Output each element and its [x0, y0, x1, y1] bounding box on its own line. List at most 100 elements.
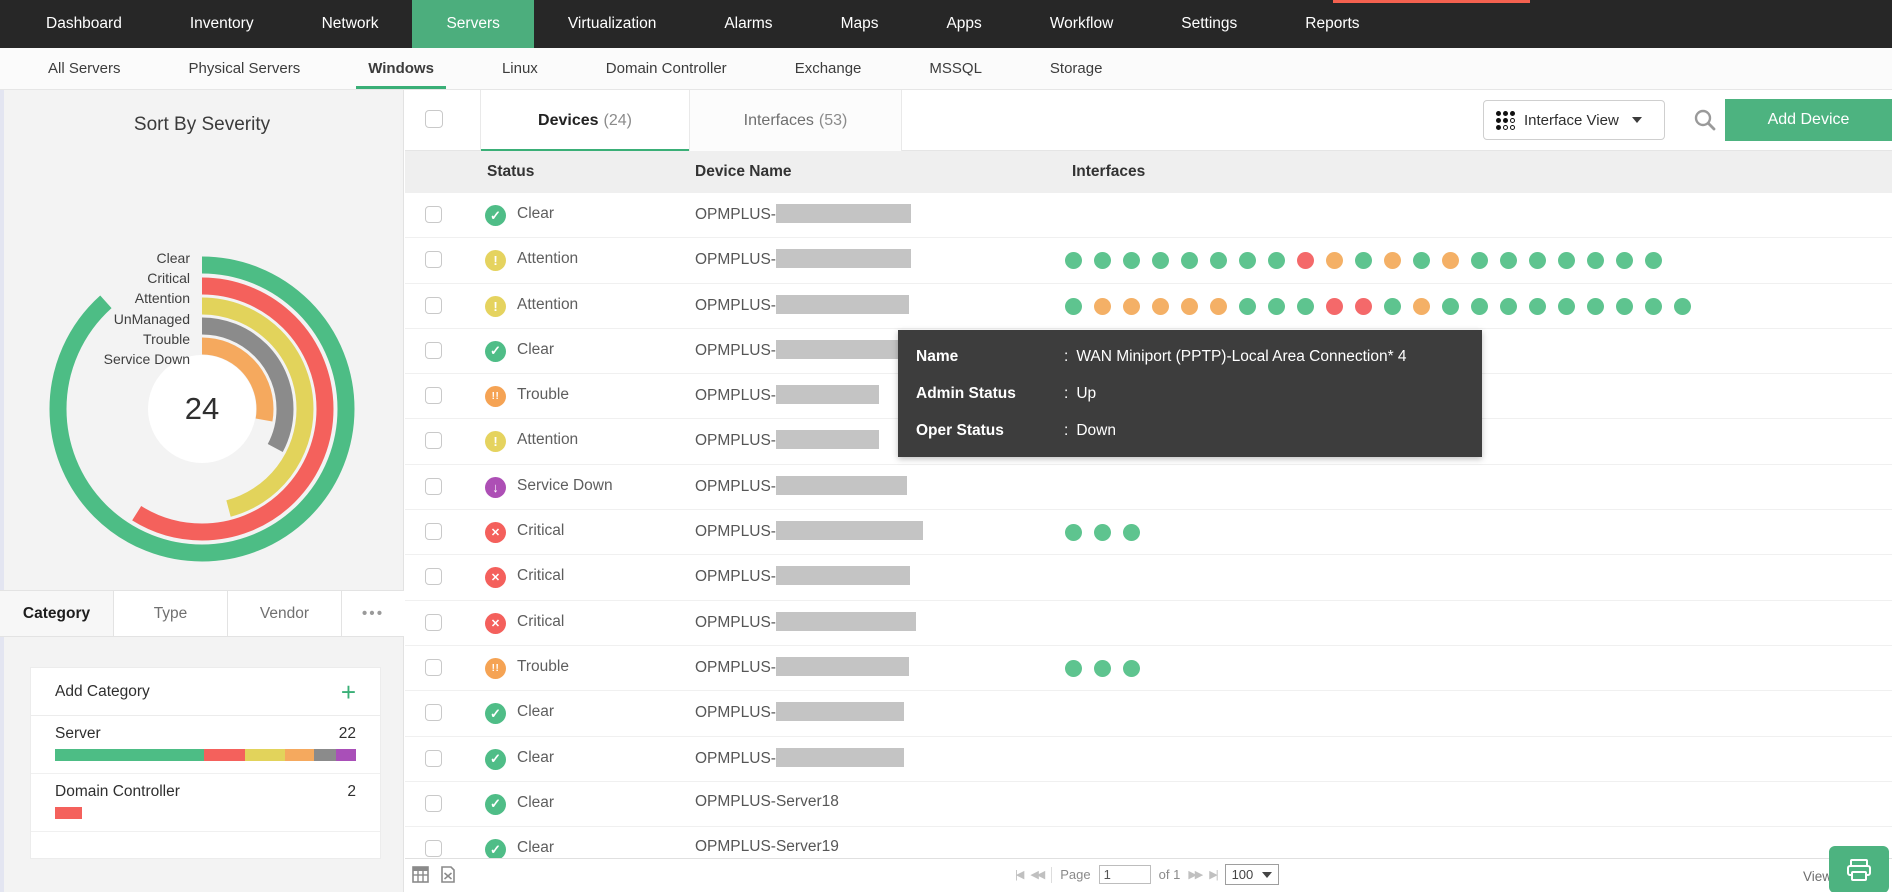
row-checkbox[interactable]	[425, 704, 442, 722]
row-checkbox[interactable]	[425, 387, 442, 405]
add-device-button[interactable]: Add Device	[1725, 99, 1892, 141]
table-row[interactable]: ✕ Critical OPMPLUS-	[405, 555, 1892, 601]
interface-status-dot[interactable]	[1384, 252, 1401, 270]
interface-view-dropdown[interactable]: Interface View	[1483, 100, 1665, 140]
table-row[interactable]: ! Attention OPMPLUS-	[405, 238, 1892, 284]
interface-status-dot[interactable]	[1587, 252, 1604, 270]
topnav-item-reports[interactable]: Reports	[1305, 15, 1360, 32]
topnav-item-apps[interactable]: Apps	[946, 15, 982, 32]
topnav-item-network[interactable]: Network	[321, 15, 379, 32]
row-checkbox[interactable]	[425, 477, 442, 495]
row-checkbox[interactable]	[425, 251, 442, 269]
interface-status-dot[interactable]	[1065, 524, 1082, 542]
interface-status-dot[interactable]	[1355, 297, 1372, 315]
row-checkbox[interactable]	[425, 432, 442, 450]
topnav-item-settings[interactable]: Settings	[1181, 15, 1238, 32]
interface-status-dot[interactable]	[1094, 297, 1111, 315]
interface-status-dot[interactable]	[1123, 252, 1140, 270]
row-checkbox[interactable]	[425, 749, 442, 767]
interface-status-dot[interactable]	[1297, 297, 1314, 315]
interface-status-dot[interactable]	[1123, 524, 1140, 542]
interface-status-dot[interactable]	[1181, 297, 1198, 315]
topnav-item-inventory[interactable]: Inventory	[189, 15, 254, 32]
topnav-item-workflow[interactable]: Workflow	[1049, 15, 1114, 32]
interface-status-dot[interactable]	[1065, 659, 1082, 677]
interface-status-dot[interactable]	[1268, 297, 1285, 315]
interface-status-dot[interactable]	[1471, 252, 1488, 270]
interface-status-dot[interactable]	[1152, 252, 1169, 270]
interface-status-dot[interactable]	[1239, 252, 1256, 270]
table-row[interactable]: ✓ Clear OPMPLUS-	[405, 193, 1892, 239]
interface-status-dot[interactable]	[1123, 297, 1140, 315]
interface-status-dot[interactable]	[1065, 297, 1082, 315]
row-checkbox[interactable]	[425, 794, 442, 812]
interface-status-dot[interactable]	[1210, 252, 1227, 270]
interface-status-dot[interactable]	[1500, 252, 1517, 270]
interface-status-dot[interactable]	[1674, 297, 1691, 315]
interface-status-dot[interactable]	[1413, 252, 1430, 270]
sidebar-tab-vendor[interactable]: Vendor	[228, 591, 342, 636]
topnav-item-servers[interactable]: Servers	[412, 0, 534, 48]
row-checkbox[interactable]	[425, 613, 442, 631]
page-size-select[interactable]: 100	[1224, 864, 1279, 885]
interface-status-dot[interactable]	[1181, 252, 1198, 270]
interface-status-dot[interactable]	[1355, 252, 1372, 270]
interface-status-dot[interactable]	[1529, 252, 1546, 270]
sidebar-tab-[interactable]: •••	[361, 604, 385, 622]
subnav-item-exchange[interactable]: Exchange	[794, 60, 862, 77]
interface-status-dot[interactable]	[1326, 297, 1343, 315]
sidebar-tab-category[interactable]: Category	[0, 591, 114, 636]
interface-status-dot[interactable]	[1616, 297, 1633, 315]
interface-status-dot[interactable]	[1123, 659, 1140, 677]
category-row[interactable]: Domain Controller 2	[31, 774, 380, 832]
interface-status-dot[interactable]	[1268, 252, 1285, 270]
search-icon[interactable]	[1693, 108, 1717, 137]
subnav-item-linux[interactable]: Linux	[501, 60, 538, 77]
topnav-item-alarms[interactable]: Alarms	[724, 15, 773, 32]
interface-status-dot[interactable]	[1384, 297, 1401, 315]
interface-status-dot[interactable]	[1239, 297, 1256, 315]
table-row[interactable]: !! Trouble OPMPLUS-	[405, 645, 1892, 692]
table-row[interactable]: ✓ Clear OPMPLUS-	[405, 691, 1892, 737]
select-all-checkbox[interactable]	[425, 110, 443, 128]
next-page-icon[interactable]: ▶▶	[1188, 869, 1203, 881]
topnav-item-dashboard[interactable]: Dashboard	[46, 15, 122, 32]
row-checkbox[interactable]	[425, 206, 442, 223]
row-checkbox[interactable]	[425, 523, 442, 541]
export-table-icon[interactable]	[412, 866, 429, 888]
last-page-icon[interactable]: ▶|	[1209, 869, 1218, 881]
interface-status-dot[interactable]	[1442, 297, 1459, 315]
interface-status-dot[interactable]	[1210, 297, 1227, 315]
interface-status-dot[interactable]	[1442, 252, 1459, 270]
topnav-item-maps[interactable]: Maps	[840, 15, 879, 32]
interface-status-dot[interactable]	[1413, 297, 1430, 315]
previous-page-icon[interactable]: ◀◀	[1030, 869, 1045, 881]
first-page-icon[interactable]: |◀	[1015, 869, 1024, 881]
export-excel-icon[interactable]	[440, 866, 456, 888]
tab-interfaces[interactable]: Interfaces (53)	[690, 90, 902, 151]
interface-status-dot[interactable]	[1558, 252, 1575, 270]
subnav-item-domain-controller[interactable]: Domain Controller	[605, 60, 727, 77]
row-checkbox[interactable]	[425, 840, 442, 858]
category-row[interactable]: Server 22	[31, 716, 380, 774]
print-view-button[interactable]	[1829, 846, 1889, 892]
row-checkbox[interactable]	[425, 341, 442, 359]
page-number-input[interactable]	[1098, 865, 1151, 884]
interface-status-dot[interactable]	[1500, 297, 1517, 315]
subnav-item-all-servers[interactable]: All Servers	[48, 60, 121, 77]
interface-status-dot[interactable]	[1094, 252, 1111, 270]
interface-status-dot[interactable]	[1558, 297, 1575, 315]
sidebar-tab-type[interactable]: Type	[114, 591, 228, 636]
table-row[interactable]: ✕ Critical OPMPLUS-	[405, 600, 1892, 646]
row-checkbox[interactable]	[425, 296, 442, 314]
interface-status-dot[interactable]	[1645, 297, 1662, 315]
subnav-item-windows[interactable]: Windows	[334, 48, 468, 89]
interface-status-dot[interactable]	[1645, 252, 1662, 270]
interface-status-dot[interactable]	[1065, 252, 1082, 270]
tab-devices[interactable]: Devices (24)	[480, 90, 690, 152]
interface-status-dot[interactable]	[1616, 252, 1633, 270]
add-category-row[interactable]: Add Category +	[31, 668, 380, 716]
row-checkbox[interactable]	[425, 658, 442, 676]
interface-status-dot[interactable]	[1326, 252, 1343, 270]
interface-status-dot[interactable]	[1529, 297, 1546, 315]
